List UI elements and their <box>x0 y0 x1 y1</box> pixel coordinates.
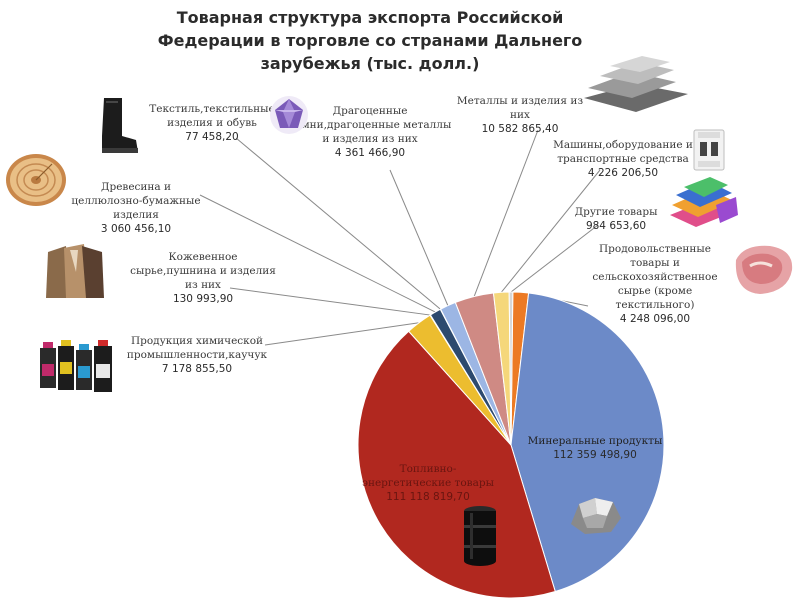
label-textile-name: Текстиль,текстильные изделия и обувь <box>149 103 275 129</box>
label-metals-value: 10 582 865,40 <box>481 123 559 135</box>
label-chemicals: Продукция химической промышленности,кауч… <box>122 334 272 376</box>
label-metals: Металлы и изделия из них 10 582 865,40 <box>455 94 585 136</box>
label-machinery: Машины,оборудование и транспортные средс… <box>553 138 693 180</box>
label-metals-name: Металлы и изделия из них <box>456 95 584 121</box>
label-precious: Драгоценные камни,драгоценные металлы и … <box>288 104 452 160</box>
leader-line-other <box>510 224 599 293</box>
pie-slice-minerals <box>510 292 665 593</box>
label-other-name: Другие товары <box>574 206 658 218</box>
label-fuel-value: 111 118 819,70 <box>386 491 470 503</box>
chemical-bottles-icon <box>40 340 112 392</box>
leader-line-leather <box>229 287 431 316</box>
label-leather-value: 130 993,90 <box>172 293 234 305</box>
label-minerals-name: Минеральные продукты <box>527 435 663 447</box>
label-wood: Древесина и целлюлозно-бумажные изделия … <box>66 180 206 236</box>
pie-slice-other <box>508 291 514 446</box>
fur-coats-icon <box>46 244 104 298</box>
pie-slices <box>357 291 665 599</box>
leader-line-machinery <box>500 169 601 293</box>
label-wood-name: Древесина и целлюлозно-бумажные изделия <box>71 181 201 221</box>
label-other-value: 984 653,60 <box>585 220 647 232</box>
mineral-rock-icon <box>571 498 621 534</box>
boot-icon <box>102 98 138 153</box>
gemstone-icon <box>270 96 308 134</box>
label-chemicals-value: 7 178 855,50 <box>161 363 233 375</box>
label-wood-value: 3 060 456,10 <box>100 223 172 235</box>
label-precious-name: Драгоценные камни,драгоценные металлы и … <box>288 105 452 145</box>
label-machinery-value: 4 226 206,50 <box>587 167 659 179</box>
colored-fabric-icon <box>670 177 738 227</box>
label-textile-value: 77 458,20 <box>185 131 239 143</box>
label-textile: Текстиль,текстильные изделия и обувь 77 … <box>148 102 276 144</box>
label-machinery-name: Машины,оборудование и транспортные средс… <box>553 139 693 165</box>
label-fuel-name: Топливно-энергетические товары <box>362 463 494 489</box>
meat-icon <box>735 245 793 294</box>
label-other: Другие товары 984 653,60 <box>566 205 666 233</box>
pie-slice-fuel <box>357 330 556 599</box>
label-food: Продовольственные товары и сельскохозяйс… <box>580 242 730 326</box>
leader-line-metals <box>473 129 539 297</box>
label-minerals-value: 112 359 498,90 <box>553 449 637 461</box>
leader-line-wood <box>199 194 436 313</box>
leader-line-precious <box>389 169 449 306</box>
leader-line-textile <box>235 137 441 310</box>
chart-title: Товарная структура экспорта Российской Ф… <box>157 8 583 73</box>
label-food-value: 4 248 096,00 <box>619 313 691 325</box>
wood-log-icon <box>6 154 66 206</box>
label-chemicals-name: Продукция химической промышленности,кауч… <box>126 335 268 361</box>
label-minerals: Минеральные продукты 112 359 498,90 <box>525 434 665 462</box>
label-fuel: Топливно-энергетические товары 111 118 8… <box>358 462 498 504</box>
circuit-breaker-icon <box>693 129 725 171</box>
label-leather-name: Кожевенное сырье,пушнина и изделия из ни… <box>130 251 276 291</box>
metal-ingots-icon <box>584 56 688 112</box>
label-precious-value: 4 361 466,90 <box>334 147 406 159</box>
label-leather: Кожевенное сырье,пушнина и изделия из ни… <box>128 250 278 306</box>
label-food-name: Продовольственные товары и сельскохозяйс… <box>592 243 718 311</box>
oil-barrel-icon <box>464 506 496 566</box>
leader-line-chemicals <box>264 322 420 346</box>
